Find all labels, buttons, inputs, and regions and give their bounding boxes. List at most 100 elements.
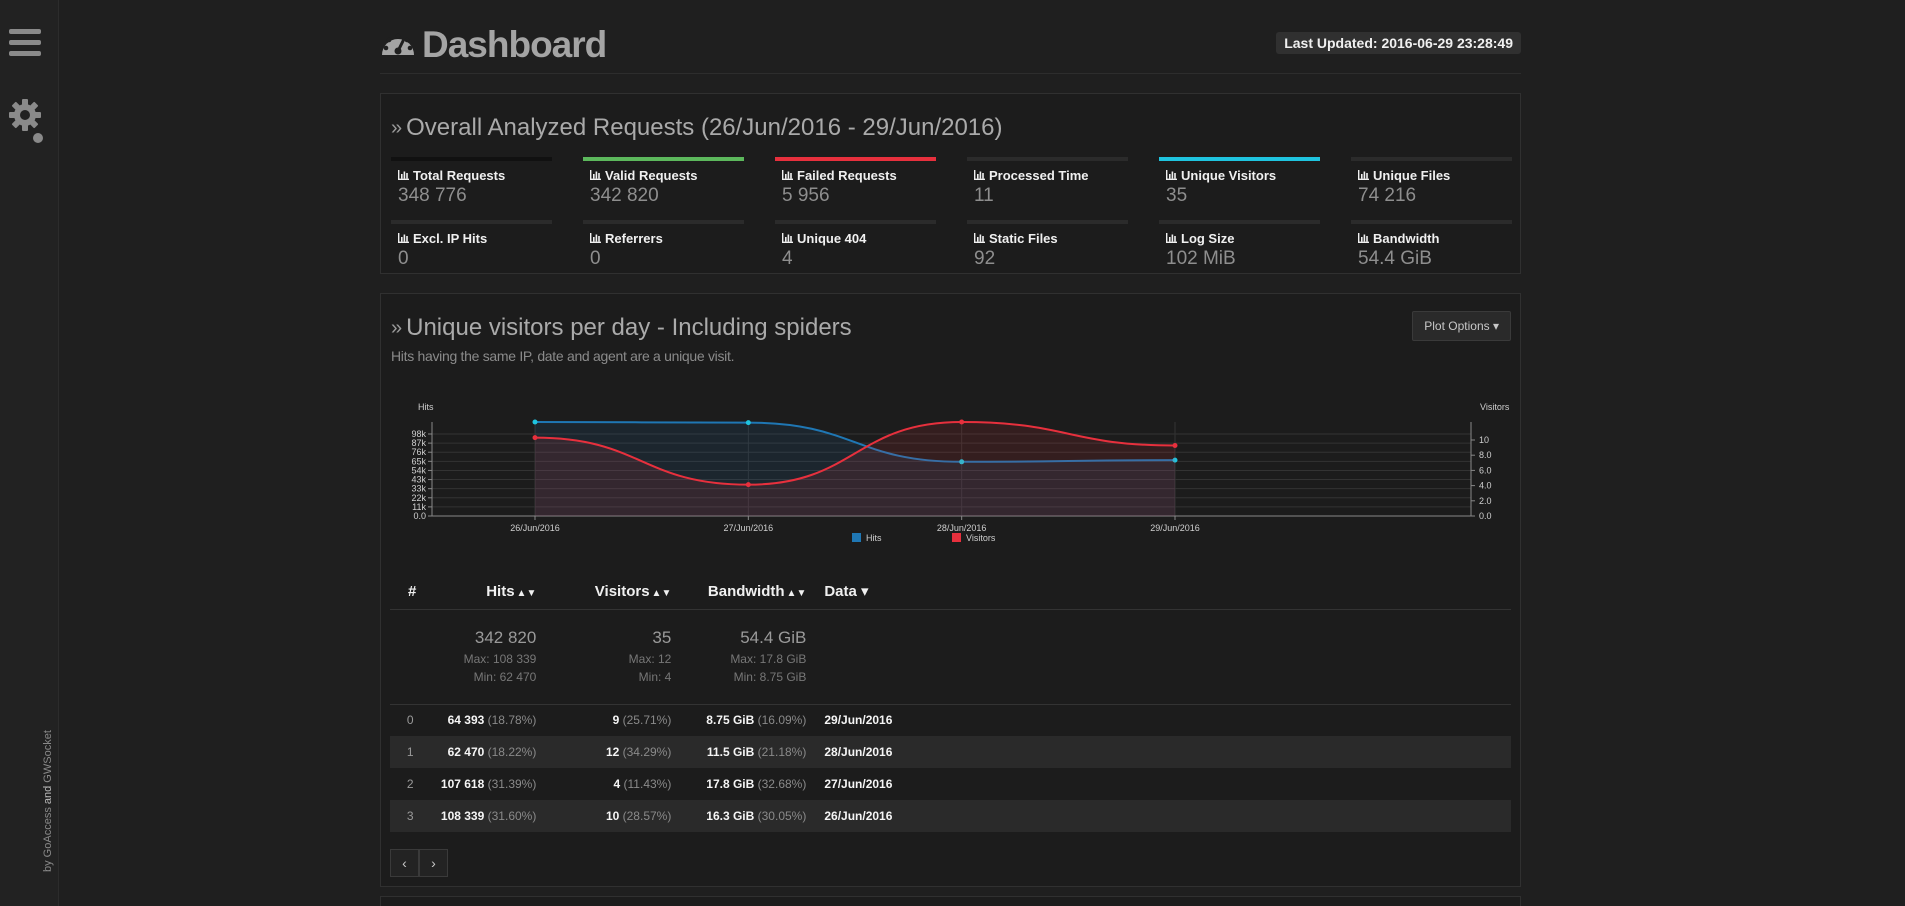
row-hits-value: 62 470 xyxy=(447,745,485,759)
row-hits: 62 470 (18.22%) xyxy=(430,736,551,768)
row-bandwidth-pct: (16.09%) xyxy=(757,713,807,728)
y-tick-label: 65k xyxy=(411,456,426,466)
visitors-table: # Hits ▲▼ Visitors ▲▼ Bandwidth ▲▼ Data ▾ xyxy=(390,574,1511,832)
metric-value: 11 xyxy=(974,185,994,206)
col-data[interactable]: Data ▾ xyxy=(820,574,1511,610)
metric-card: Valid Requests 342 820 xyxy=(583,157,744,207)
visitors-title: » Unique visitors per day - Including sp… xyxy=(391,314,1510,342)
table-row[interactable]: 1 62 470 (18.22%) 12 (34.29%) 11.5 GiB (21.… xyxy=(390,736,1511,768)
summary-hits: 342 820 Max: 108 339 Min: 62 470 xyxy=(430,609,551,705)
metric-label: Unique Files xyxy=(1351,168,1512,183)
metric-label: Failed Requests xyxy=(775,168,936,183)
row-index: 3 xyxy=(390,800,431,832)
x-tick-label: 29/Jun/2016 xyxy=(1150,523,1200,533)
metric-label: Valid Requests xyxy=(583,168,744,183)
metric-value: 5 956 xyxy=(782,185,830,206)
row-hits-pct: (31.39%) xyxy=(487,777,537,791)
row-bandwidth-value: 8.75 GiB xyxy=(706,713,755,728)
page-title-text: Dashboard xyxy=(422,24,607,65)
metric-value: 74 216 xyxy=(1358,185,1417,206)
col-hits[interactable]: Hits ▲▼ xyxy=(430,574,551,610)
main-content: Dashboard Last Updated: 2016-06-29 23:28… xyxy=(380,0,1521,906)
summary-data xyxy=(820,609,1511,705)
row-visitors: 4 (11.43%) xyxy=(550,768,685,800)
metric-value: 92 xyxy=(974,248,996,269)
summary-row: 342 820 Max: 108 339 Min: 62 470 35 Max:… xyxy=(390,609,1511,705)
summary-hits-total: 342 820 xyxy=(474,627,537,647)
metric-label-text: Static Files xyxy=(989,231,1058,246)
next-page-button[interactable]: › xyxy=(419,849,448,877)
metric-value: 348 776 xyxy=(398,185,467,206)
table-row[interactable]: 3 108 339 (31.60%) 10 (28.57%) 16.3 GiB (30… xyxy=(390,800,1511,832)
bar-chart-icon xyxy=(974,168,985,183)
row-hits-pct: (18.78%) xyxy=(487,713,537,728)
bar-chart-icon xyxy=(782,231,793,246)
visitors-panel: » Unique visitors per day - Including sp… xyxy=(380,293,1521,887)
metric-color-bar xyxy=(1159,220,1320,224)
summary-bandwidth-min: Min: 8.75 GiB xyxy=(733,669,807,684)
y2-tick-label: 4.0 xyxy=(1479,481,1492,491)
row-hits: 107 618 (31.39%) xyxy=(430,768,550,800)
menu-icon[interactable] xyxy=(9,29,41,57)
metric-color-bar xyxy=(967,157,1128,161)
metric-card: Unique Visitors 35 xyxy=(1159,157,1320,207)
row-visitors-value: 9 xyxy=(612,713,620,728)
legend-swatch-hits xyxy=(852,533,861,542)
row-visitors-value: 10 xyxy=(605,809,620,823)
metric-label-text: Log Size xyxy=(1181,231,1235,246)
credit-and: and xyxy=(42,785,54,805)
col-bandwidth[interactable]: Bandwidth ▲▼ xyxy=(685,574,821,610)
y-tick-label: 43k xyxy=(411,475,426,485)
visitors-subtitle: Hits having the same IP, date and agent … xyxy=(391,348,735,364)
gwsocket-link[interactable]: GWSocket xyxy=(42,730,54,783)
metric-card: Unique Files 74 216 xyxy=(1351,157,1512,207)
col-index: # xyxy=(390,574,431,610)
table-row[interactable]: 0 64 393 (18.78%) 9 (25.71%) 8.75 GiB (16.0… xyxy=(390,704,1511,736)
row-index: 1 xyxy=(390,736,431,768)
chevron-right-icon: » xyxy=(391,316,403,339)
table-row[interactable]: 2 107 618 (31.39%) 4 (11.43%) 17.8 GiB (32.… xyxy=(390,768,1511,800)
y-tick-label: 54k xyxy=(411,465,426,475)
plot-options-button[interactable]: Plot Options ▾ xyxy=(1412,311,1511,341)
gear-icon[interactable] xyxy=(8,98,44,149)
metric-label-text: Valid Requests xyxy=(605,168,698,183)
row-date: 27/Jun/2016 xyxy=(824,777,893,791)
metric-color-bar xyxy=(775,220,936,224)
row-hits-value: 108 339 xyxy=(440,809,485,823)
metric-card: Total Requests 348 776 xyxy=(391,157,552,207)
legend-swatch-visitors xyxy=(952,533,961,542)
row-bandwidth: 11.5 GiB (21.18%) xyxy=(685,736,821,768)
row-date: 29/Jun/2016 xyxy=(824,713,893,728)
goaccess-link[interactable]: GoAccess xyxy=(42,807,54,858)
metric-label: Referrers xyxy=(583,231,744,246)
data-point-hits xyxy=(532,419,538,425)
chevron-right-icon: » xyxy=(391,116,403,139)
col-visitors-label: Visitors xyxy=(594,582,650,600)
prev-page-button[interactable]: ‹ xyxy=(390,849,419,877)
metric-color-bar xyxy=(1159,157,1320,161)
bar-chart-icon xyxy=(1166,168,1177,183)
last-updated-badge: Last Updated: 2016-06-29 23:28:49 xyxy=(1276,32,1521,54)
metric-card: Unique 404 4 xyxy=(775,220,936,270)
metric-label: Processed Time xyxy=(967,168,1128,183)
row-bandwidth-pct: (21.18%) xyxy=(757,745,807,759)
row-visitors: 10 (28.57%) xyxy=(550,800,686,832)
metric-value: 54.4 GiB xyxy=(1358,248,1432,269)
metric-label: Unique Visitors xyxy=(1159,168,1320,183)
metric-color-bar xyxy=(391,157,552,161)
legend-label-visitors: Visitors xyxy=(966,533,996,543)
metric-card: Failed Requests 5 956 xyxy=(775,157,936,207)
metric-label: Total Requests xyxy=(391,168,552,183)
credit-by: by xyxy=(42,860,54,872)
row-hits-pct: (31.60%) xyxy=(487,809,537,823)
data-point-visitors xyxy=(745,482,751,488)
metric-color-bar xyxy=(775,157,936,161)
credit-text: by GoAccess and GWSocket xyxy=(42,730,54,872)
row-visitors-pct: (11.43%) xyxy=(623,777,672,791)
row-bandwidth: 17.8 GiB (32.68%) xyxy=(685,768,820,800)
sort-icon: ▲▼ xyxy=(786,587,807,599)
metric-label-text: Total Requests xyxy=(413,168,506,183)
bar-chart-icon xyxy=(590,168,601,183)
col-visitors[interactable]: Visitors ▲▼ xyxy=(550,574,686,610)
row-date: 26/Jun/2016 xyxy=(820,800,1511,832)
